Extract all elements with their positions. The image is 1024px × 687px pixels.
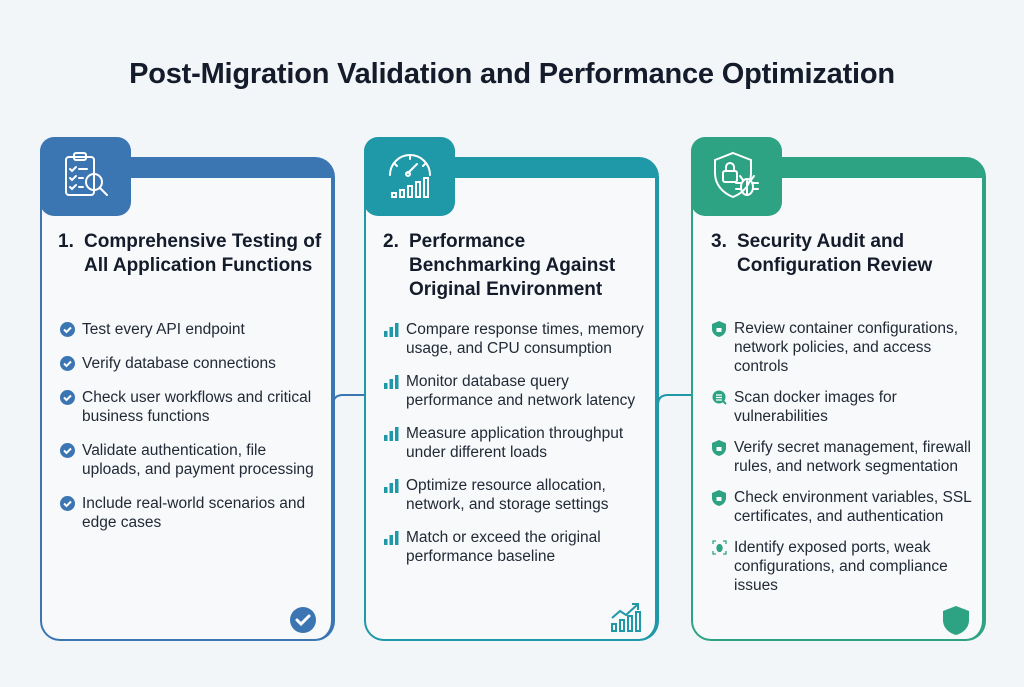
step-title-text: Security Audit and Configuration Review (737, 231, 933, 276)
list-item: Monitor database query performance and n… (384, 372, 649, 410)
check-circle-icon (60, 494, 82, 513)
list-item: Verify database connections (60, 354, 325, 373)
list-item: Verify secret management, firewall rules… (712, 438, 974, 476)
step-3-list: Review container configurations, network… (712, 319, 974, 595)
list-item: Validate authentication, file uploads, a… (60, 441, 325, 479)
speedometer-icon (364, 137, 455, 216)
shield-lock-bug-icon (691, 137, 782, 216)
list-item: Measure application throughput under dif… (384, 424, 649, 462)
list-item: Optimize resource allocation, network, a… (384, 476, 649, 514)
list-item: Identify exposed ports, weak configurati… (712, 538, 974, 595)
bar-chart-icon (384, 476, 406, 495)
list-item: Review container configurations, network… (712, 319, 974, 376)
list-item: Check environment variables, SSL certifi… (712, 488, 974, 526)
step-card-benchmarking (364, 157, 659, 641)
check-circle-icon (60, 354, 82, 373)
bug-scan-icon (712, 538, 734, 557)
step-title-text: Comprehensive Testing of All Application… (84, 231, 322, 276)
check-circle-icon (290, 607, 316, 633)
list-item: Include real-world scenarios and edge ca… (60, 494, 325, 532)
bar-chart-icon (384, 320, 406, 339)
bar-chart-icon (384, 372, 406, 391)
step-number: 1. (58, 231, 74, 252)
shield-lock-icon (712, 438, 734, 457)
shield-lock-icon (712, 319, 734, 338)
step-1-list: Test every API endpoint Verify database … (60, 320, 325, 532)
check-circle-icon (60, 320, 82, 339)
bar-chart-icon (384, 424, 406, 443)
shield-lock-icon (712, 488, 734, 507)
shield-icon (943, 606, 969, 635)
check-circle-icon (60, 441, 82, 460)
list-item: Check user workflows and critical busine… (60, 388, 325, 426)
bar-chart-icon (384, 528, 406, 547)
step-2-title: 2. Performance Benchmarking Against Orig… (383, 230, 653, 302)
list-item: Test every API endpoint (60, 320, 325, 339)
page-title: Post-Migration Validation and Performanc… (129, 58, 895, 90)
step-number: 2. (383, 231, 399, 252)
list-item: Scan docker images for vulnerabilities (712, 388, 974, 426)
step-number: 3. (711, 231, 727, 252)
step-card-security (691, 157, 986, 641)
step-title-text: Performance Benchmarking Against Origina… (409, 231, 616, 300)
step-2-list: Compare response times, memory usage, an… (384, 320, 649, 566)
step-card-testing (40, 157, 335, 641)
trend-up-chart-icon (611, 603, 641, 632)
check-circle-icon (60, 388, 82, 407)
step-3-title: 3. Security Audit and Configuration Revi… (711, 230, 981, 278)
list-item: Match or exceed the original performance… (384, 528, 649, 566)
clipboard-search-icon (40, 137, 131, 216)
database-scan-icon (712, 388, 734, 407)
step-1-title: 1. Comprehensive Testing of All Applicat… (58, 230, 328, 278)
list-item: Compare response times, memory usage, an… (384, 320, 649, 358)
